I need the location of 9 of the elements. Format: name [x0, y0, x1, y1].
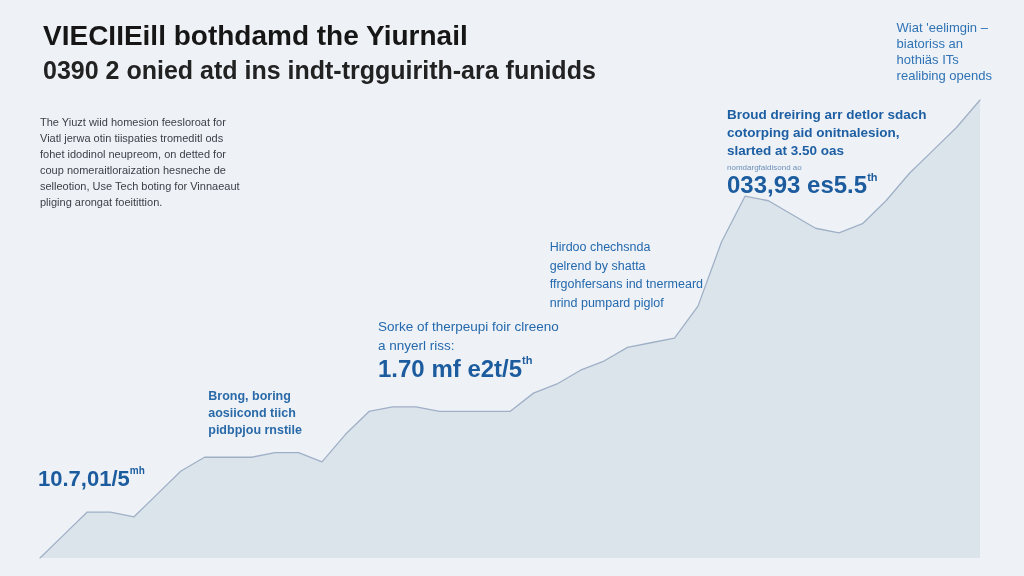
text: Wiat 'eelimgin – biatoriss an hothiäs ITs realibing opends	[896, 19, 993, 83]
annotation: The Yiuzt wiid homesion feesloroat for Viatl jerwa otin tiispaties tromeditl ods fohet idodinol neupreom, on detted for coup nomeraitloraization hesneche de selleotion, Use Tech boting for Vinnaeaut pliging arongat foeitittion.	[40, 116, 240, 208]
chart-title: VIECIIEill bothdamd the Yiurnail	[43, 19, 468, 51]
annotation: Sorke of therpeupi foir clreeno a nnyerl riss:	[378, 319, 559, 353]
chart-subtitle: 0390 2 onied atd ins indt-trgguirith-ara funidds	[43, 55, 596, 84]
annotation: nomdargfaidisond ao	[727, 162, 803, 172]
annotation: Brong, boring aosiicond tiich pidbpjou rnstile	[208, 388, 303, 437]
annotation: Hirdoo chechsnda gelrend by shatta ffrgohfersans ind tnermeard nrind pumpard piglof	[549, 240, 704, 310]
annotation: Broud dreiring arr detlor sdach cotorping aid onitnalesion, slarted at 3.50 oas	[727, 106, 927, 158]
